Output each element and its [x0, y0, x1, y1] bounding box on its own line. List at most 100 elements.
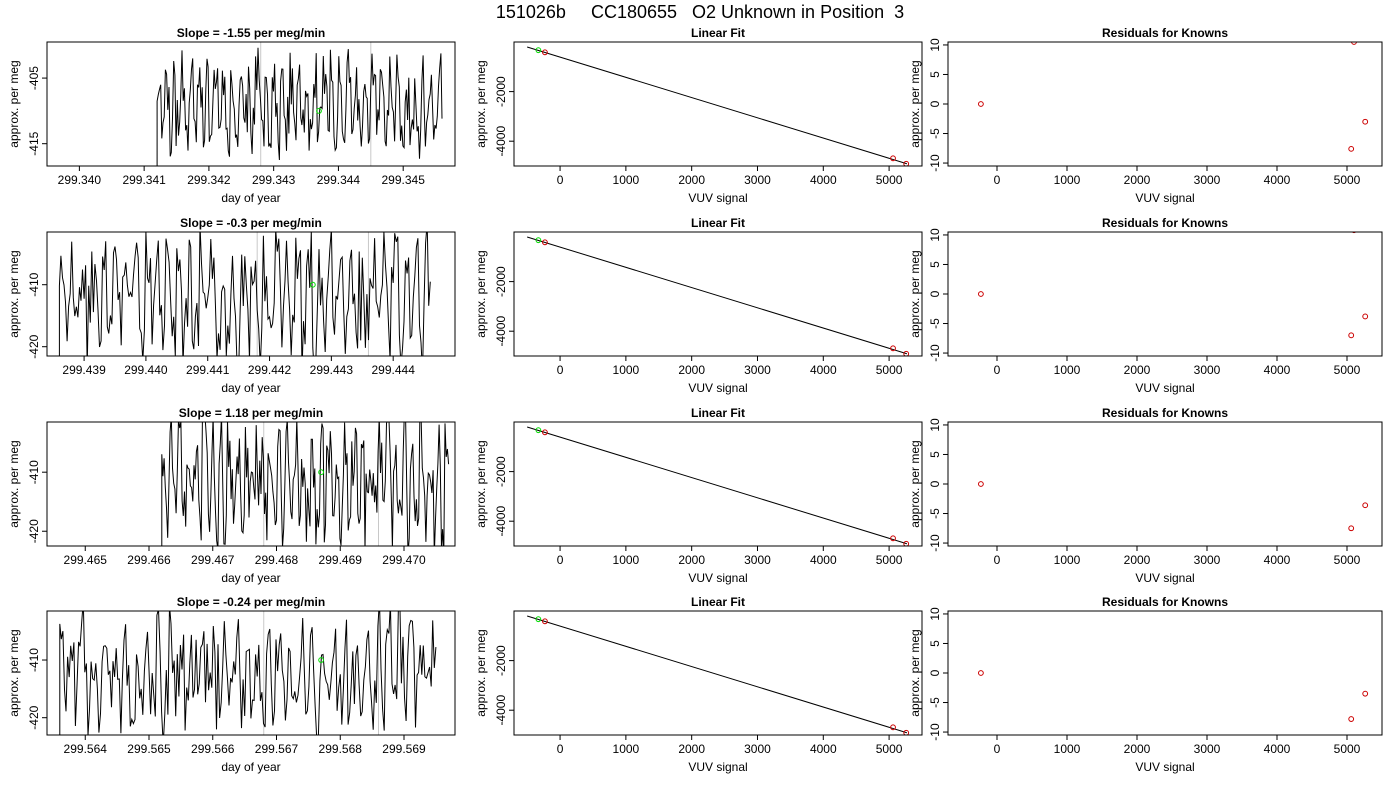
x-tick-label: 299.343 [252, 173, 296, 187]
x-tick-label: 5000 [876, 742, 903, 756]
mean-marker [309, 281, 316, 288]
chart-title: Residuals for Knowns [1102, 406, 1228, 420]
y-axis-label: approx. per meg [908, 250, 922, 337]
chart-title: Linear Fit [691, 595, 745, 609]
x-tick-label: 3000 [744, 742, 771, 756]
plot-frame [513, 421, 923, 547]
x-tick-label: 3000 [1194, 742, 1221, 756]
x-tick-label: 299.340 [58, 173, 102, 187]
x-tick-label: 5000 [1334, 553, 1361, 567]
x-tick-label: 5000 [876, 553, 903, 567]
data-point [1351, 42, 1357, 45]
unknown-point [535, 47, 542, 54]
series-line [156, 47, 443, 166]
x-tick-label: 5000 [876, 173, 903, 187]
x-tick-label: 0 [557, 363, 564, 377]
data-point [1348, 716, 1355, 722]
plot-frame [513, 610, 923, 736]
y-tick-label: 0 [928, 290, 942, 297]
y-tick-label: -5 [928, 318, 942, 329]
x-axis-label: day of year [221, 381, 280, 395]
series-line [58, 232, 431, 356]
x-tick-label: 5000 [1334, 363, 1361, 377]
data-point [890, 155, 896, 162]
x-tick-label: 2000 [678, 742, 705, 756]
x-axis-label: VUV signal [1135, 381, 1194, 395]
y-tick-label: -2000 [494, 456, 508, 487]
x-tick-label: 0 [994, 363, 1001, 377]
x-tick-label: 5000 [1334, 173, 1361, 187]
y-tick-label: -405 [27, 66, 41, 90]
unknown-point [535, 237, 542, 244]
y-tick-label: 10 [928, 418, 942, 432]
fit-line [527, 236, 908, 355]
y-axis-label: approx. per meg [7, 60, 21, 147]
chart-panel: Linear Fit 0 1000 2000 3000 4000 5000 -2000 -400… [474, 406, 923, 585]
data-point [978, 481, 984, 487]
x-tick-label: 299.567 [255, 742, 299, 756]
x-tick-label: 1000 [613, 553, 640, 567]
x-tick-label: 0 [557, 553, 564, 567]
y-tick-label: -415 [27, 131, 41, 155]
x-axis-label: VUV signal [688, 760, 747, 774]
y-tick-label: 0 [928, 480, 942, 487]
chart-title: Linear Fit [691, 406, 745, 420]
x-tick-label: 3000 [1194, 173, 1221, 187]
y-tick-label: 5 [928, 71, 942, 78]
x-tick-label: 3000 [1194, 363, 1221, 377]
x-tick-label: 0 [557, 173, 564, 187]
x-tick-label: 299.440 [124, 363, 168, 377]
x-tick-label: 0 [994, 173, 1001, 187]
x-tick-label: 0 [994, 742, 1001, 756]
x-tick-label: 0 [994, 553, 1001, 567]
data-point [978, 670, 984, 676]
x-tick-label: 2000 [1124, 363, 1151, 377]
plot-frame [947, 610, 1383, 736]
chart-panel: Linear Fit 0 1000 2000 3000 4000 5000 -2000 -400… [474, 595, 923, 774]
y-tick-label: -5 [928, 508, 942, 519]
data-point [890, 345, 896, 352]
x-tick-label: 1000 [613, 363, 640, 377]
x-tick-label: 4000 [810, 173, 837, 187]
y-tick-label: -4000 [494, 695, 508, 726]
y-tick-label: 10 [928, 607, 942, 621]
y-tick-label: -2000 [494, 645, 508, 676]
chart-panel: Linear Fit 0 1000 2000 3000 4000 5000 -2000 -400… [474, 26, 923, 205]
data-point [1348, 145, 1355, 152]
chart-panel: Residuals for Knowns 0 1000 2000 3000 4000 500… [908, 406, 1383, 585]
y-tick-label: -5 [928, 128, 942, 139]
mean-marker [316, 107, 322, 114]
data-point [903, 160, 910, 166]
data-point [903, 540, 910, 546]
data-point [1362, 313, 1369, 320]
x-tick-label: 299.568 [319, 742, 363, 756]
x-axis-label: VUV signal [688, 571, 747, 585]
x-tick-label: 4000 [1264, 742, 1291, 756]
x-tick-label: 299.566 [191, 742, 235, 756]
y-tick-label: -4000 [494, 126, 508, 157]
data-point [1362, 690, 1369, 697]
x-tick-label: 299.470 [382, 553, 426, 567]
x-tick-label: 299.564 [64, 742, 108, 756]
plot-frame [46, 610, 456, 736]
x-tick-label: 1000 [1054, 173, 1081, 187]
y-axis-label: approx. per meg [908, 60, 922, 147]
mean-marker [318, 469, 325, 476]
figure-title: 151026b CC180655 O2 Unknown in Position … [495, 2, 905, 22]
x-tick-label: 299.465 [64, 553, 108, 567]
x-tick-label: 299.439 [62, 363, 106, 377]
x-tick-label: 299.565 [127, 742, 171, 756]
unknown-point [535, 616, 542, 623]
chart-title: Residuals for Knowns [1102, 216, 1228, 230]
x-tick-label: 2000 [678, 363, 705, 377]
y-axis-label: approx. per meg [474, 60, 488, 147]
plot-frame [46, 41, 456, 167]
x-tick-label: 1000 [613, 173, 640, 187]
data-point [542, 239, 548, 246]
x-tick-label: 2000 [1124, 173, 1151, 187]
chart-panel: Slope = -0.24 per meg/min 299.564 299.565 2… [7, 595, 456, 774]
x-axis-label: VUV signal [688, 381, 747, 395]
data-point [1348, 332, 1355, 339]
y-tick-label: -420 [27, 705, 41, 729]
y-tick-label: -2000 [494, 266, 508, 297]
